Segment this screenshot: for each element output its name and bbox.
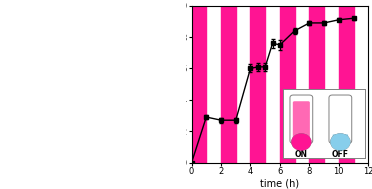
X-axis label: time (h): time (h) <box>260 178 299 188</box>
Bar <box>221 6 236 163</box>
Bar <box>192 6 206 163</box>
Bar <box>280 6 295 163</box>
Y-axis label: conversion: conversion <box>161 57 171 111</box>
Bar <box>250 6 265 163</box>
Bar <box>339 6 353 163</box>
Bar <box>310 6 324 163</box>
